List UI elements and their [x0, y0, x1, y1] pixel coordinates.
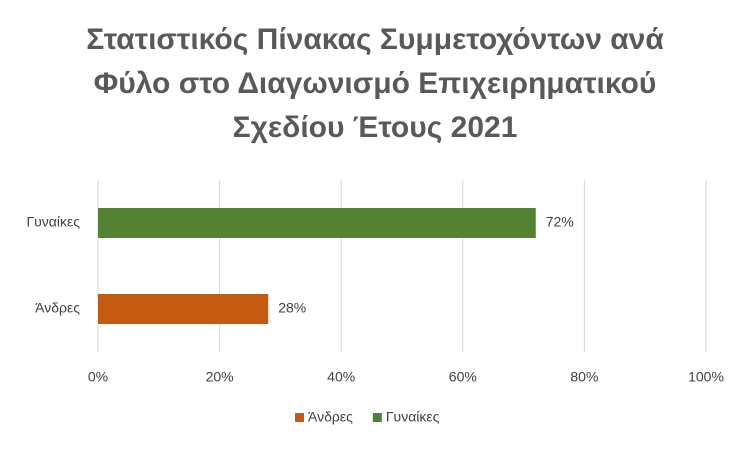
bar [98, 208, 536, 238]
x-tick-label: 100% [688, 369, 724, 385]
x-tick-label: 0% [88, 369, 108, 385]
x-tick-label: 80% [570, 369, 598, 385]
y-tick-label: Γυναίκες [26, 214, 80, 230]
bar [98, 294, 269, 324]
x-tick-label: 60% [449, 369, 477, 385]
legend-label: Άνδρες [308, 409, 353, 425]
x-tick-label: 20% [206, 369, 234, 385]
data-label: 72% [546, 214, 574, 230]
chart-title: Στατιστικός Πίνακας Συμμετοχόντων ανά Φύ… [86, 23, 664, 144]
legend-label: Γυναίκες [386, 409, 440, 425]
data-label: 28% [278, 300, 306, 316]
legend-swatch [295, 413, 304, 422]
legend-swatch [372, 413, 382, 422]
x-tick-label: 40% [327, 369, 355, 385]
y-tick-label: Άνδρες [35, 300, 80, 316]
